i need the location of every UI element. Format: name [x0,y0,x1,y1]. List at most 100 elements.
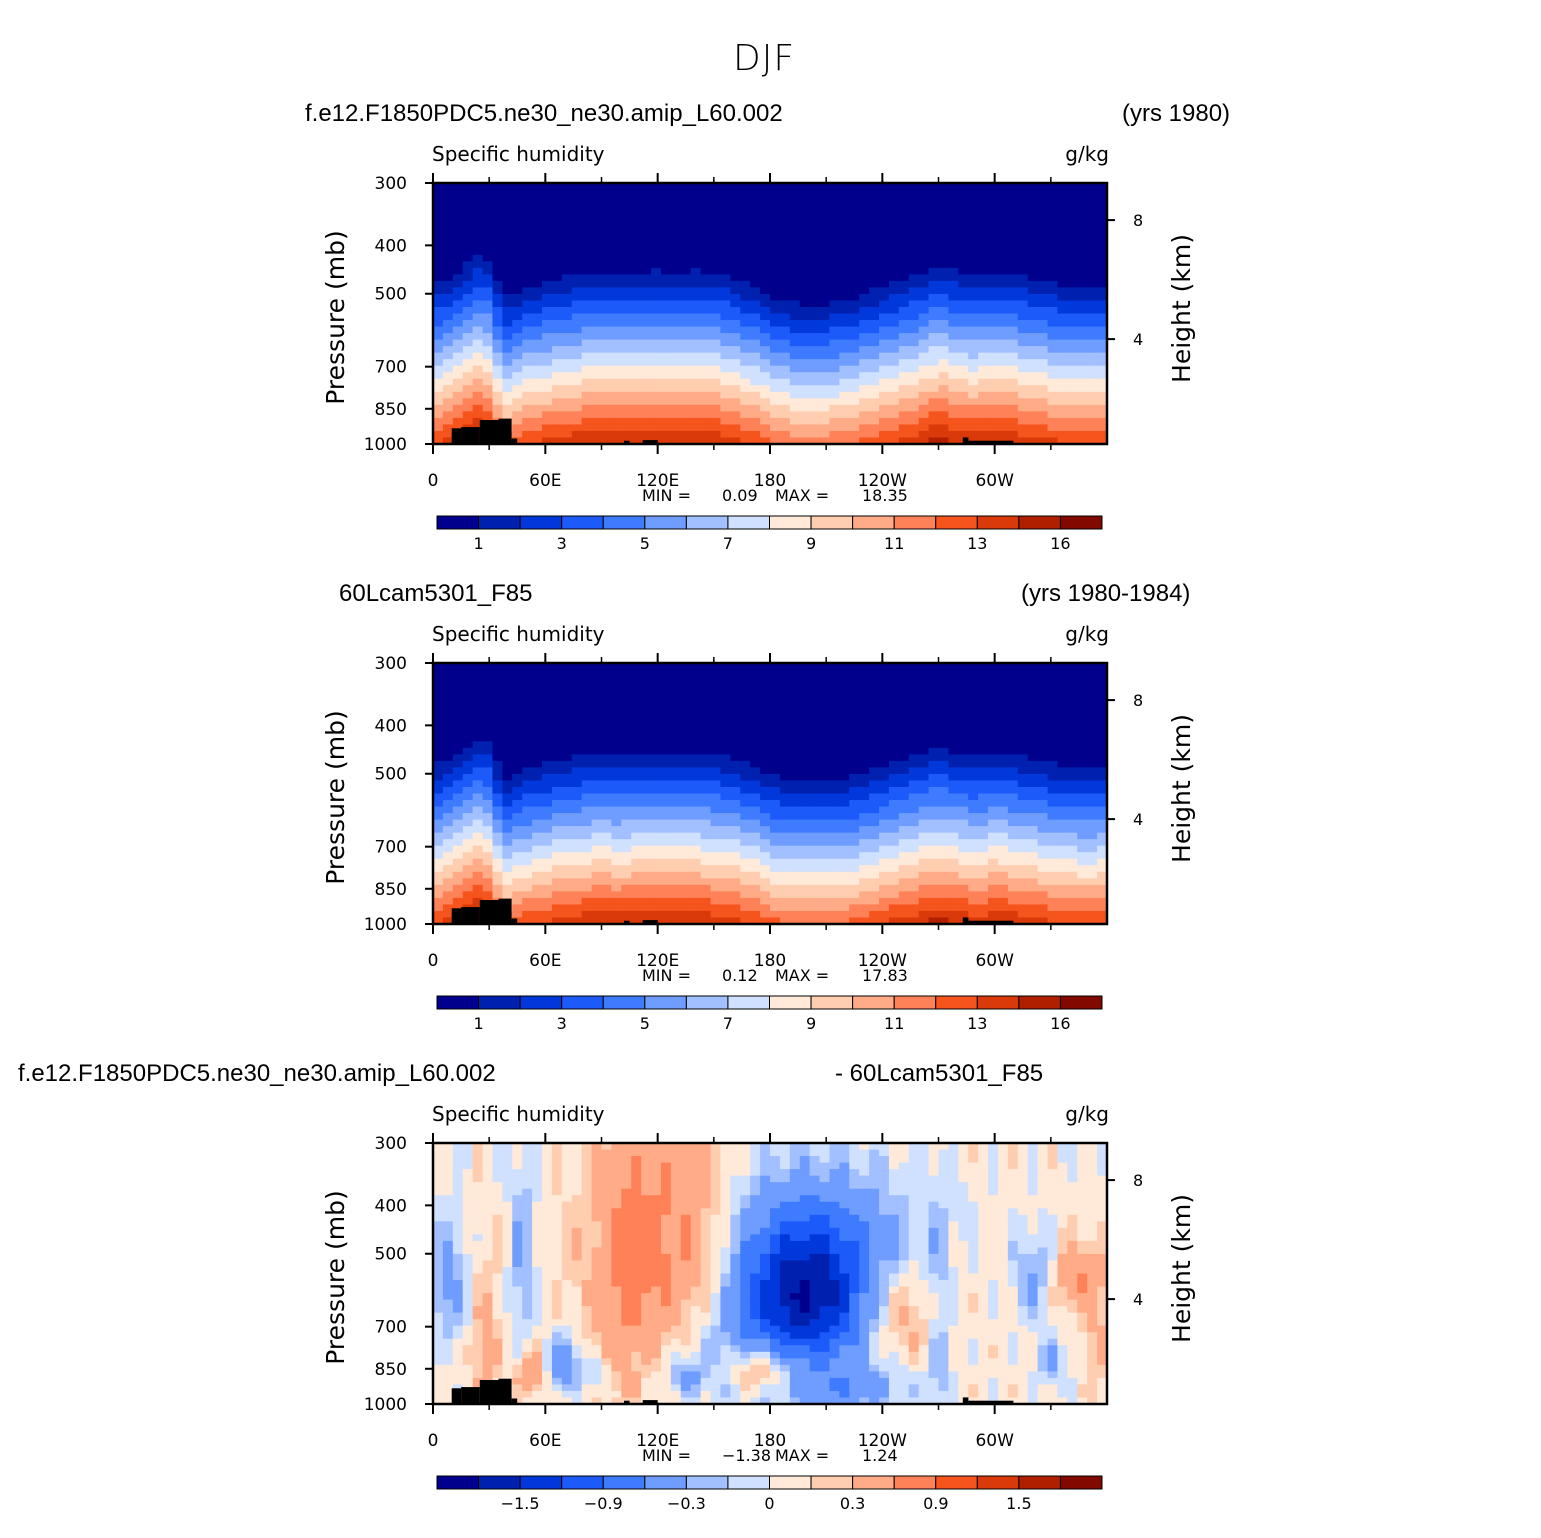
humidity-cell [651,852,662,860]
humidity-cell [571,437,583,444]
humidity-cell [492,183,503,191]
humidity-cell [770,695,781,703]
humidity-cell [611,773,622,782]
humidity-cell [591,313,603,321]
humidity-cell [859,326,870,334]
humidity-cell [532,306,543,315]
humidity-cell [809,417,821,426]
humidity-cell [1017,189,1029,197]
humidity-cell [789,306,801,315]
humidity-cell [968,235,979,243]
humidity-cell [561,884,573,892]
humidity-cell [879,365,890,373]
humidity-cell [789,917,801,924]
humidity-cell [928,372,940,380]
humidity-cell [988,222,999,230]
humidity-cell [760,267,771,275]
humidity-cell [958,404,969,412]
humidity-cell [621,852,632,860]
humidity-cell [789,372,801,380]
humidity-cell [918,813,930,821]
humidity-cell [571,669,583,677]
humidity-cell [710,721,722,729]
humidity-cell [581,773,593,782]
humidity-cell [879,780,890,788]
humidity-cell [750,385,761,393]
humidity-cell [542,813,553,821]
humidity-cell [601,780,613,788]
humidity-cell [789,365,801,373]
humidity-cell [829,878,840,886]
humidity-cell [819,248,831,256]
humidity-cell [888,813,900,821]
humidity-cell [680,695,692,703]
humidity-cell [601,839,613,847]
humidity-cell [799,708,811,716]
humidity-cell [988,215,999,223]
humidity-cell [452,884,464,892]
humidity-cell [522,365,533,373]
humidity-cell [829,741,840,749]
humidity-cell [621,760,632,769]
humidity-cell [928,391,940,399]
humidity-cell [680,404,692,412]
humidity-cell [779,708,791,716]
humidity-cell [750,313,761,321]
humidity-cell [631,189,642,197]
humidity-cell [690,320,702,328]
humidity-cell [988,183,999,191]
humidity-cell [789,780,801,788]
humidity-cell [809,385,821,393]
humidity-cell [571,424,583,432]
humidity-cell [918,417,930,426]
humidity-cell [710,300,722,308]
humidity-cell [839,793,850,801]
humidity-cell [611,437,622,444]
humidity-cell [779,780,791,788]
humidity-cell [710,372,722,380]
humidity-cell [938,372,950,380]
humidity-cell [571,378,583,386]
humidity-cell [542,235,553,243]
humidity-cell [651,196,662,204]
humidity-cell [849,819,860,827]
humidity-cell [452,871,464,879]
humidity-cell [561,267,573,275]
humidity-cell [522,858,533,866]
humidity-cell [1097,189,1107,197]
humidity-cell [522,300,533,308]
humidity-cell [869,845,880,853]
humidity-cell [938,346,950,354]
humidity-cell [492,806,503,814]
humidity-cell [631,865,642,873]
humidity-cell [522,663,533,671]
humidity-cell [839,663,850,671]
humidity-cell [482,760,494,769]
humidity-cell [1097,339,1107,347]
humidity-cell [789,359,801,367]
humidity-cell [859,669,870,677]
humidity-cell [958,858,969,866]
humidity-cell [869,695,880,703]
humidity-cell [948,897,959,906]
humidity-cell [462,215,474,223]
humidity-cell [670,747,682,755]
humidity-cell [502,871,513,879]
humidity-cell [710,417,722,426]
humidity-cell [1047,183,1059,191]
humidity-cell [502,747,513,755]
humidity-cell [1007,326,1019,334]
humidity-cell [1077,417,1088,426]
humidity-cell [770,267,781,275]
humidity-cell [452,196,464,204]
humidity-cell [859,333,870,341]
humidity-cell [789,773,801,782]
humidity-cell [591,300,603,308]
humidity-cell [799,378,811,386]
humidity-cell [789,378,801,386]
humidity-cell [760,287,771,295]
humidity-cell [770,813,781,821]
humidity-cell [641,372,652,380]
humidity-cell [690,702,702,710]
humidity-cell [859,891,870,899]
